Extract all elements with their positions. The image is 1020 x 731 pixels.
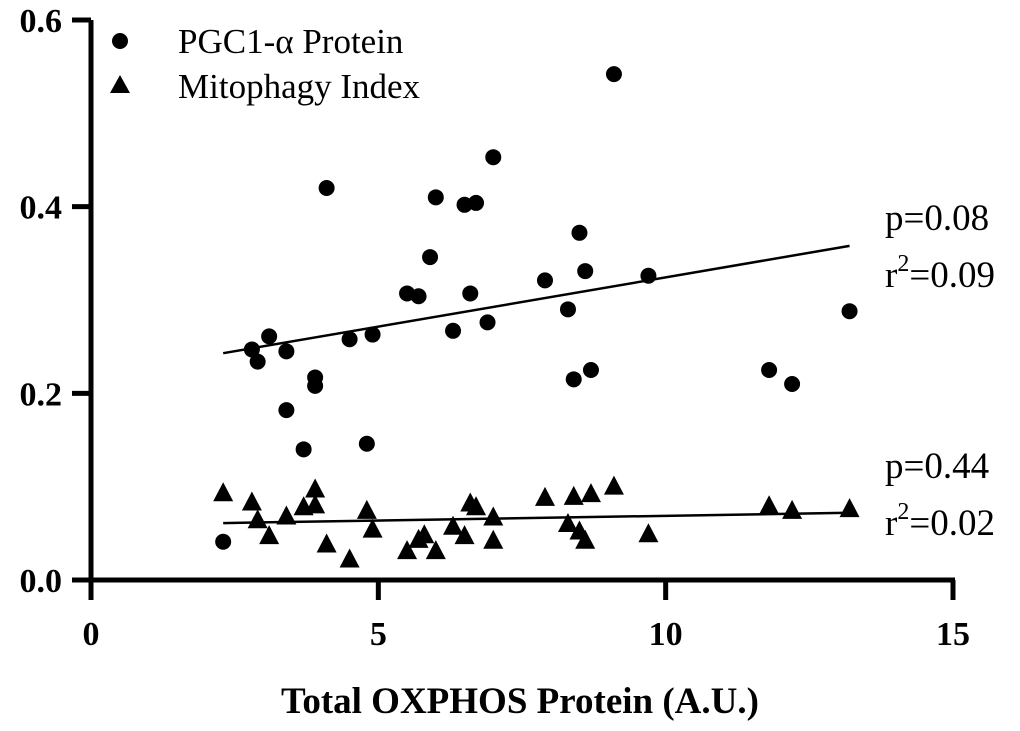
x-tick-label: 15 <box>936 616 970 653</box>
data-point-circle <box>278 402 295 419</box>
data-point-circle <box>577 263 594 280</box>
data-point-triangle <box>782 499 803 519</box>
data-point-circle <box>479 314 496 331</box>
x-ticks: 0 5 10 15 <box>83 580 970 653</box>
data-point-circle <box>318 180 335 196</box>
stat-r2-mitophagy-exp: 2 <box>897 499 909 525</box>
x-tick-label: 10 <box>649 616 683 653</box>
data-point-circle <box>422 249 439 266</box>
data-point-circle <box>784 376 801 392</box>
trendline-mitophagy <box>223 511 850 525</box>
data-point-circle <box>243 341 260 358</box>
data-point-triangle <box>425 540 446 560</box>
data-point-triangle <box>362 518 383 538</box>
data-point-triangle <box>316 533 337 553</box>
data-point-triangle <box>534 486 555 506</box>
data-point-circle <box>445 322 462 339</box>
data-point-circle <box>462 285 479 302</box>
data-point-circle <box>559 301 576 318</box>
data-point-circle <box>249 353 266 370</box>
data-point-circle <box>341 331 358 348</box>
data-point-circle <box>536 272 553 289</box>
data-point-triangle <box>339 548 360 568</box>
legend-marker-circle <box>112 33 128 49</box>
data-point-triangle <box>575 529 596 549</box>
data-point-circle <box>582 362 599 378</box>
trendlines <box>222 244 850 525</box>
data-point-circle <box>427 189 444 206</box>
data-point-triangle <box>483 506 504 526</box>
data-point-triangle <box>839 498 860 518</box>
data-point-triangle <box>213 482 234 502</box>
data-point-triangle <box>638 523 659 543</box>
data-point-triangle <box>247 509 268 529</box>
data-point-triangle <box>356 499 377 519</box>
legend-marker-triangle <box>110 75 130 93</box>
data-point-circle <box>640 267 657 284</box>
data-points <box>213 66 860 568</box>
data-point-triangle <box>557 513 578 532</box>
data-point-triangle <box>443 515 464 535</box>
data-point-circle <box>571 224 588 241</box>
data-point-circle <box>215 533 232 550</box>
y-tick-label: 0.6 <box>20 3 63 40</box>
y-ticks: 0.0 0.2 0.4 0.6 <box>20 3 91 600</box>
data-point-triangle <box>603 475 624 495</box>
data-point-circle <box>841 303 858 320</box>
data-point-triangle <box>483 529 504 549</box>
data-point-triangle <box>759 495 780 515</box>
data-point-circle <box>307 377 324 394</box>
stats-annotations: p=0.08 r2=0.09 p=0.44 r2=0.02 <box>885 198 995 544</box>
data-point-circle <box>295 441 312 458</box>
stat-r2-mitophagy-prefix: r <box>885 503 897 544</box>
stat-r2-pgc1: r2=0.09 <box>885 251 995 296</box>
data-point-triangle <box>414 524 435 544</box>
data-point-triangle <box>305 478 326 498</box>
stat-r2-pgc1-value: =0.09 <box>909 255 995 296</box>
legend: PGC1-α Protein Mitophagy Index <box>110 22 421 106</box>
stat-r2-pgc1-exp: 2 <box>897 251 909 277</box>
stat-p-mitophagy: p=0.44 <box>885 446 989 487</box>
data-point-triangle <box>454 525 475 545</box>
data-point-circle <box>565 371 582 388</box>
data-point-triangle <box>259 525 280 545</box>
y-tick-label: 0.2 <box>20 376 63 413</box>
stat-p-pgc1: p=0.08 <box>885 198 989 239</box>
data-point-triangle <box>563 485 584 505</box>
data-point-circle <box>261 328 278 345</box>
legend-label-pgc1: PGC1-α Protein <box>178 22 403 61</box>
data-point-triangle <box>305 494 326 514</box>
data-point-circle <box>485 149 502 166</box>
data-point-triangle <box>241 491 262 511</box>
x-axis-title: Total OXPHOS Protein (A.U.) <box>281 681 759 722</box>
axes <box>88 20 955 583</box>
data-point-circle <box>605 66 622 83</box>
data-point-circle <box>761 362 778 378</box>
data-point-triangle <box>580 483 601 503</box>
data-point-triangle <box>276 505 297 525</box>
y-tick-label: 0.0 <box>20 563 63 600</box>
stat-r2-pgc1-prefix: r <box>885 255 897 296</box>
stat-r2-mitophagy-value: =0.02 <box>909 503 995 544</box>
x-tick-label: 0 <box>83 616 100 653</box>
data-point-circle <box>468 194 485 211</box>
data-point-circle <box>278 343 295 360</box>
data-point-circle <box>410 288 427 305</box>
data-point-circle <box>364 326 381 343</box>
data-point-circle <box>358 435 375 452</box>
stat-r2-mitophagy: r2=0.02 <box>885 499 995 544</box>
data-point-triangle <box>397 540 418 560</box>
legend-label-mitophagy: Mitophagy Index <box>178 67 421 106</box>
trendline-pgc1 <box>222 244 850 355</box>
y-tick-label: 0.4 <box>20 190 63 227</box>
data-point-triangle <box>466 496 487 516</box>
x-tick-label: 5 <box>370 616 387 653</box>
